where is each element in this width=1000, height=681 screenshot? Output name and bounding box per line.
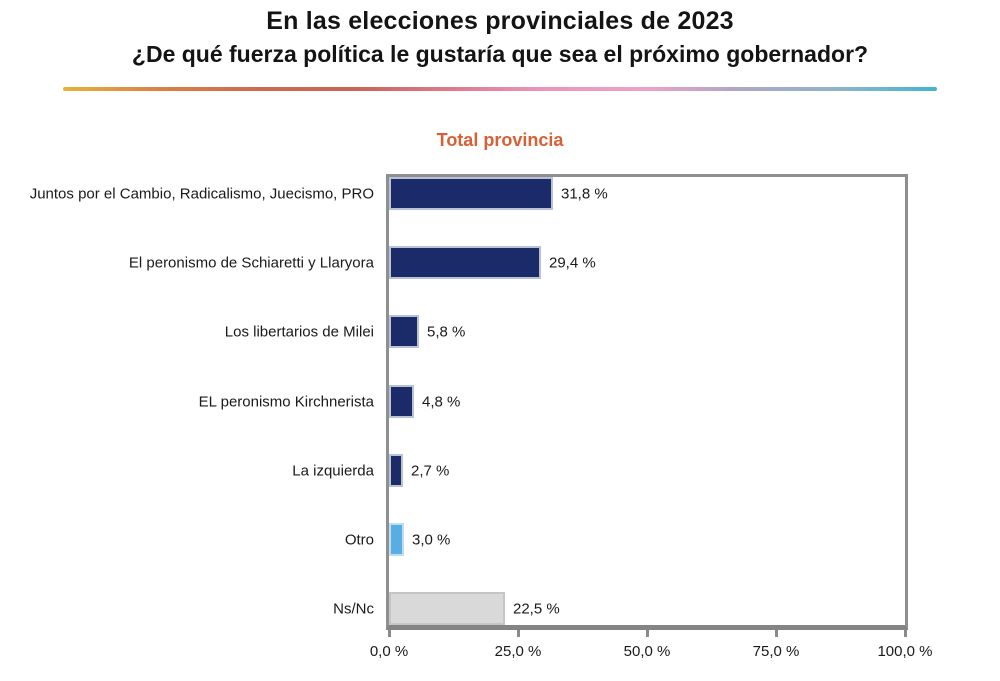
category-label: El peronismo de Schiaretti y Llaryora: [128, 254, 374, 271]
x-axis-tick: [388, 630, 391, 637]
x-axis-tick-label: 0,0 %: [369, 643, 409, 660]
category-label: Los libertarios de Milei: [224, 323, 374, 340]
x-axis-tick: [904, 630, 907, 637]
x-axis-tick-label: 50,0 %: [623, 643, 671, 660]
bar-0: [389, 177, 553, 210]
bar-value-label: 3,0 %: [412, 531, 451, 548]
bar-value-label: 29,4 %: [549, 254, 596, 271]
x-axis-tick-label: 100,0 %: [877, 643, 933, 660]
gradient-divider: [63, 87, 937, 91]
bar-value-label: 4,8 %: [422, 393, 461, 410]
bar-value-label: 5,8 %: [427, 323, 466, 340]
bar-5: [389, 523, 404, 556]
x-axis-tick: [646, 630, 649, 637]
panel-label: Total provincia: [436, 130, 564, 150]
category-label: Juntos por el Cambio, Radicalismo, Jueci…: [29, 185, 374, 202]
x-axis-tick: [517, 630, 520, 637]
chart-title-line1: En las elecciones provinciales de 2023: [266, 7, 734, 35]
category-label: Ns/Nc: [333, 600, 374, 617]
bar-value-label: 2,7 %: [411, 462, 450, 479]
bar-6: [389, 592, 505, 625]
bar-2: [389, 315, 419, 348]
bar-value-label: 22,5 %: [513, 600, 560, 617]
chart-title-line2: ¿De qué fuerza política le gustaría que …: [131, 41, 869, 67]
bar-3: [389, 385, 414, 418]
bar-value-label: 31,8 %: [561, 185, 608, 202]
category-label: La izquierda: [292, 462, 374, 479]
bar-1: [389, 246, 541, 279]
bar-4: [389, 454, 403, 487]
plot-area: 31,8 % 29,4 % 5,8 % 4,8 % 2,7 % 3,0 % 22,5 %: [386, 174, 908, 630]
category-label: Otro: [344, 531, 374, 548]
x-axis-tick-label: 25,0 %: [494, 643, 542, 660]
x-axis-tick: [775, 630, 778, 637]
chart-canvas: 31,8 % 29,4 % 5,8 % 4,8 % 2,7 % 3,0 % 22,5 % J…: [0, 174, 1000, 674]
category-label: EL peronismo Kirchnerista: [198, 393, 374, 410]
x-axis-tick-label: 75,0 %: [752, 643, 800, 660]
